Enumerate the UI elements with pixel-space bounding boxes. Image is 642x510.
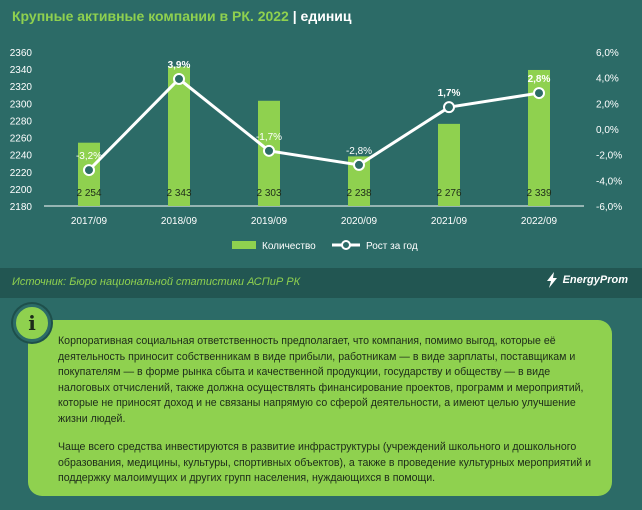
logo-text: EnergyProm: [562, 274, 628, 286]
bar-value-label-3: 2 238: [346, 188, 371, 199]
x-tick-3: 2020/09: [341, 216, 378, 227]
bar-value-label-1: 2 343: [166, 188, 191, 199]
growth-point-4: [443, 101, 455, 114]
info-paragraph-2: Чаще всего средства инвестируются в разв…: [58, 441, 592, 484]
growth-point-2: [263, 144, 275, 157]
y-right-tick-4: 2,0%: [596, 99, 619, 110]
y-right-tick-2: -2,0%: [596, 151, 622, 162]
y-left-tick-3: 2240: [10, 151, 33, 162]
y-right-tick-5: 4,0%: [596, 74, 619, 85]
bar-5: [528, 69, 550, 206]
bar-3: [348, 156, 370, 206]
bar-value-label-5: 2 339: [526, 188, 551, 199]
growth-label-4: 1,7%: [438, 88, 461, 99]
growth-label-0: -3,2%: [76, 151, 102, 162]
bar-1: [168, 66, 190, 207]
combo-chart: 2180 2200 2220 2240 2260 2280 2300 2320 2340 2360…: [10, 48, 622, 252]
source-bar: [0, 268, 642, 298]
x-tick-1: 2018/09: [161, 216, 198, 227]
growth-point-5: [533, 87, 545, 100]
x-tick-0: 2017/09: [71, 216, 108, 227]
growth-point-1: [173, 72, 185, 85]
growth-point-3: [353, 158, 365, 171]
bar-value-label-2: 2 303: [256, 188, 281, 199]
bar-value-label-0: 2 254: [76, 188, 101, 199]
bar-value-label-4: 2 276: [436, 188, 461, 199]
y-left-tick-7: 2320: [10, 82, 33, 93]
info-paragraph-1: Корпоративная социальная ответственность…: [58, 335, 584, 425]
legend-line-label: Рост за год: [366, 241, 418, 252]
title-text: Крупные активные компании в РК. 2022: [12, 8, 289, 24]
x-tick-4: 2021/09: [431, 216, 468, 227]
y-left-tick-0: 2180: [10, 202, 33, 213]
y-left-tick-2: 2220: [10, 168, 33, 179]
growth-line: [87, 76, 540, 172]
growth-point-0: [83, 164, 95, 177]
y-right-tick-1: -4,0%: [596, 176, 622, 187]
y-left-tick-9: 2360: [10, 48, 33, 59]
legend-line-marker: [341, 240, 351, 250]
source-text: Источник: Бюро национальной статистики А…: [12, 276, 301, 288]
title-separator: |: [292, 8, 297, 24]
y-left-tick-6: 2300: [10, 99, 33, 110]
y-right-tick-0: -6,0%: [596, 202, 622, 213]
y-left-tick-8: 2340: [10, 65, 33, 76]
growth-label-2: -1,7%: [256, 132, 282, 143]
y-right-tick-6: 6,0%: [596, 48, 619, 59]
info-text: Корпоративная социальная ответственность…: [58, 334, 596, 500]
y-right-tick-3: 0,0%: [596, 125, 619, 136]
x-tick-2: 2019/09: [251, 216, 288, 227]
legend-bar-label: Количество: [262, 241, 316, 252]
y-left-tick-5: 2280: [10, 116, 33, 127]
energyprom-logo: EnergyProm: [545, 272, 628, 288]
title-unit: единиц: [300, 8, 352, 24]
lightning-bolt-icon: [546, 272, 557, 288]
growth-label-3: -2,8%: [346, 146, 372, 157]
growth-label-1: 3,9%: [168, 60, 191, 71]
info-icon: i: [13, 304, 51, 342]
chart-title: Крупные активные компании в РК. 2022 | е…: [12, 8, 352, 24]
bar-4: [438, 123, 460, 206]
y-left-tick-1: 2200: [10, 185, 33, 196]
x-tick-5: 2022/09: [521, 216, 558, 227]
info-box: [28, 320, 612, 496]
legend-bar-swatch: [232, 241, 256, 249]
y-left-tick-4: 2260: [10, 134, 33, 145]
growth-label-5: 2,8%: [528, 74, 551, 85]
